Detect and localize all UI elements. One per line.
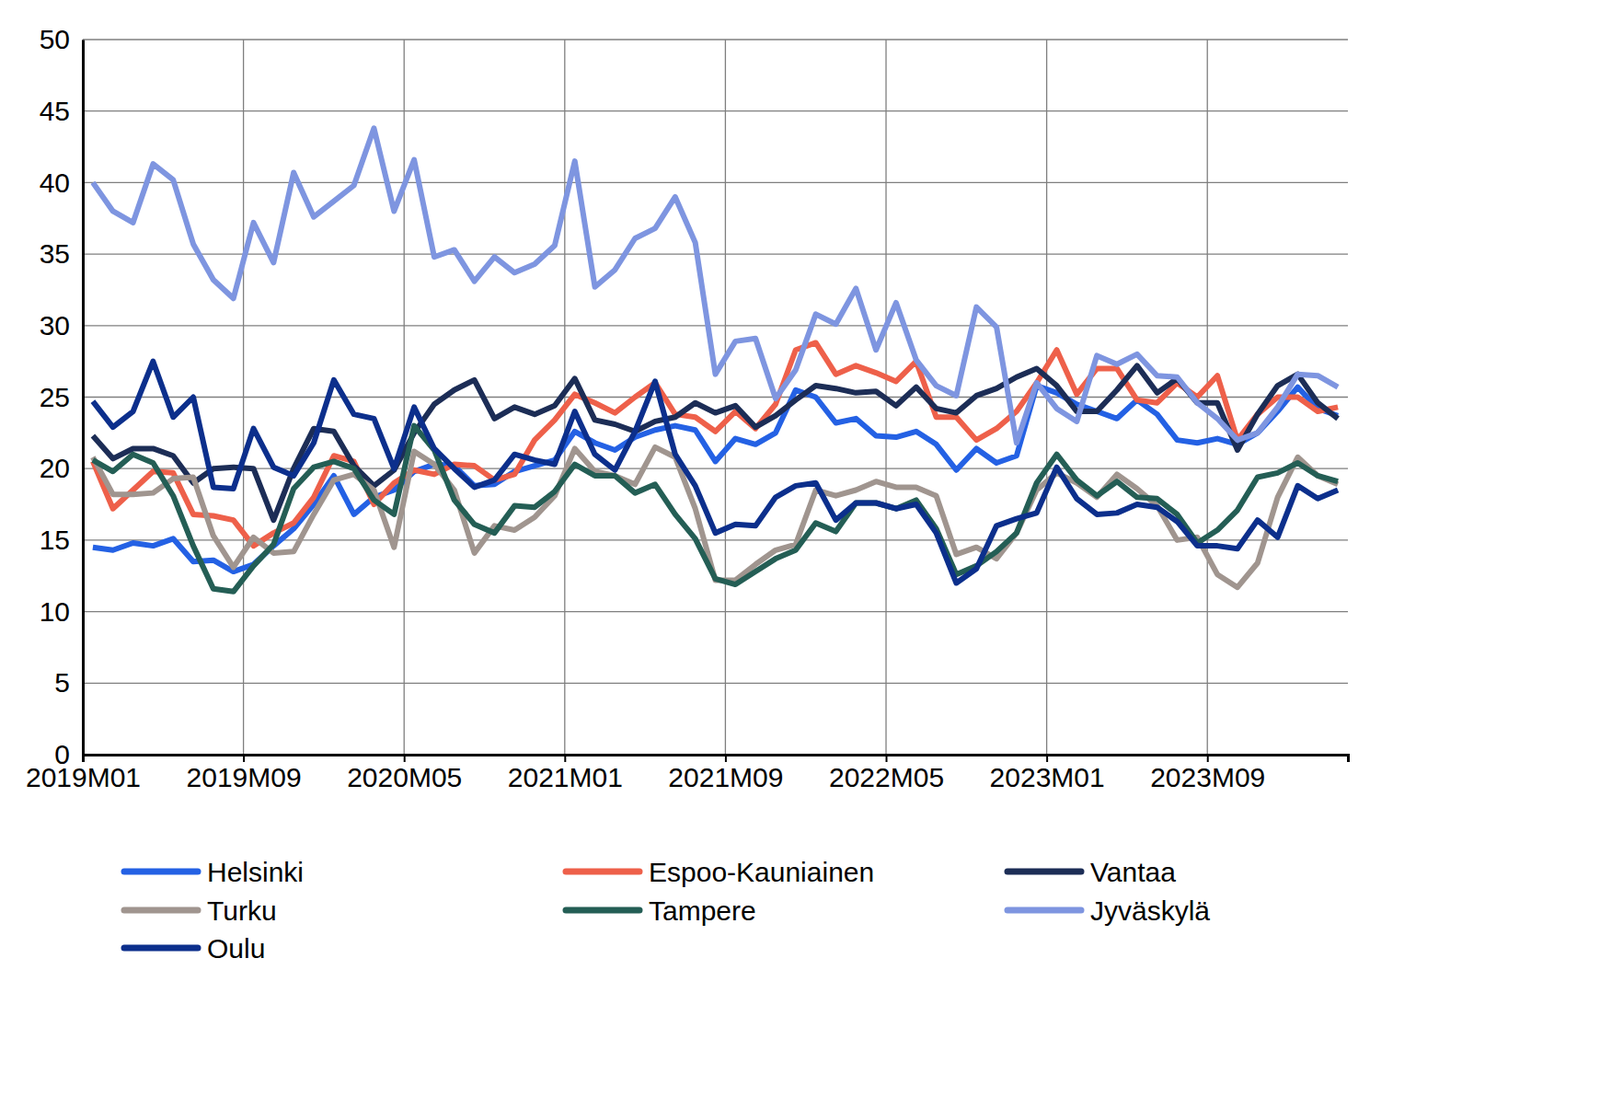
- y-tick-label: 20: [39, 452, 70, 484]
- x-tick-label: 2023M01: [989, 761, 1106, 793]
- grid-line-y: [82, 110, 1348, 112]
- x-tick-label: 2020M05: [346, 761, 462, 793]
- x-tick: 2023M09: [1150, 754, 1266, 793]
- legend-swatch: [1007, 868, 1082, 875]
- legend-label: Turku: [207, 895, 277, 926]
- x-tick-label: 2021M01: [507, 761, 623, 793]
- grid-line-y: [82, 610, 1348, 612]
- grid-line-y: [82, 324, 1348, 326]
- legend-label: Vantaa: [1090, 856, 1176, 887]
- x-tick-label: 2021M09: [667, 761, 783, 793]
- legend-item: Espoo-Kauniainen: [565, 856, 875, 887]
- legend-label: Espoo-Kauniainen: [648, 856, 875, 887]
- grid-line-x: [81, 39, 83, 755]
- legend-item: Oulu: [124, 932, 265, 964]
- y-tick-label: 10: [39, 596, 70, 627]
- y-axis: 05101520253035404550: [39, 23, 84, 770]
- x-tick-mark: [1207, 754, 1209, 762]
- x-tick-label: 2023M09: [1150, 761, 1266, 793]
- y-tick: 45: [39, 95, 83, 127]
- legend-swatch: [1007, 907, 1082, 914]
- lines: [92, 127, 1338, 591]
- legend-label: Oulu: [207, 932, 265, 964]
- y-tick: 30: [39, 310, 83, 341]
- y-tick: 5: [54, 667, 83, 698]
- legend-item: Jyväskylä: [1007, 895, 1210, 926]
- legend: Helsinki Espoo-Kauniainen Vantaa Turku Tampe…: [124, 856, 1210, 964]
- legend-swatch: [565, 907, 640, 914]
- x-axis: 2019M01 2019M09 2020M05 2021M01 2021M09 2022M…: [25, 754, 1349, 793]
- grid: [82, 39, 1348, 755]
- x-tick: 2022M05: [828, 754, 944, 793]
- y-tick-label: 5: [54, 667, 70, 698]
- y-tick-label: 25: [39, 381, 70, 413]
- x-tick-label: 2022M05: [828, 761, 944, 793]
- x-tick-label: 2019M01: [25, 761, 141, 793]
- y-tick: 40: [39, 167, 83, 198]
- grid-line-x: [725, 39, 726, 755]
- x-tick-mark: [564, 754, 566, 762]
- x-tick-mark: [1046, 754, 1048, 762]
- x-tick: 2019M09: [186, 754, 302, 793]
- series-line: [92, 127, 1338, 443]
- x-tick-mark: [242, 754, 245, 762]
- grid-line-y: [82, 682, 1348, 684]
- grid-line-y: [82, 182, 1348, 184]
- x-tick-label: 2019M09: [186, 761, 302, 793]
- x-tick: 2021M09: [667, 754, 783, 793]
- legend-item: Tampere: [565, 895, 757, 926]
- y-tick-label: 40: [39, 167, 70, 198]
- legend-label: Jyväskylä: [1090, 895, 1210, 926]
- y-tick-label: 45: [39, 95, 70, 127]
- legend-label: Tampere: [648, 895, 757, 926]
- legend-swatch: [565, 868, 640, 875]
- grid-line-y: [82, 38, 1348, 40]
- y-tick: 15: [39, 524, 83, 555]
- y-tick: 10: [39, 596, 83, 627]
- x-axis-line: [83, 755, 1349, 763]
- y-tick: 25: [39, 381, 83, 413]
- x-tick-mark: [403, 754, 406, 762]
- grid-line-y: [82, 396, 1348, 398]
- y-tick-label: 30: [39, 310, 70, 341]
- y-tick: 20: [39, 452, 83, 484]
- series-line: [92, 361, 1338, 584]
- y-tick-label: 50: [39, 23, 70, 55]
- legend-label: Helsinki: [207, 856, 304, 887]
- y-tick-label: 35: [39, 238, 70, 269]
- grid-line-x: [1207, 39, 1209, 755]
- x-tick-mark: [725, 754, 727, 762]
- chart: 051015202530354045502019M012019M092020M0…: [0, 0, 1600, 1097]
- legend-swatch: [124, 868, 198, 875]
- legend-swatch: [124, 944, 198, 952]
- x-tick-mark: [82, 754, 85, 762]
- grid-line-x: [403, 39, 405, 755]
- x-tick: 2023M01: [989, 754, 1106, 793]
- x-tick-mark: [886, 754, 888, 762]
- legend-swatch: [124, 907, 198, 914]
- legend-item: Turku: [124, 895, 277, 926]
- x-tick: 2020M05: [346, 754, 462, 793]
- y-tick: 50: [39, 23, 83, 55]
- legend-item: Vantaa: [1007, 856, 1176, 887]
- y-tick: 35: [39, 238, 83, 269]
- x-tick: 2019M01: [25, 754, 141, 793]
- y-tick-label: 15: [39, 524, 70, 555]
- x-tick: 2021M01: [507, 754, 623, 793]
- legend-item: Helsinki: [124, 856, 304, 887]
- y-axis-line: [81, 40, 85, 756]
- grid-line-x: [242, 39, 244, 755]
